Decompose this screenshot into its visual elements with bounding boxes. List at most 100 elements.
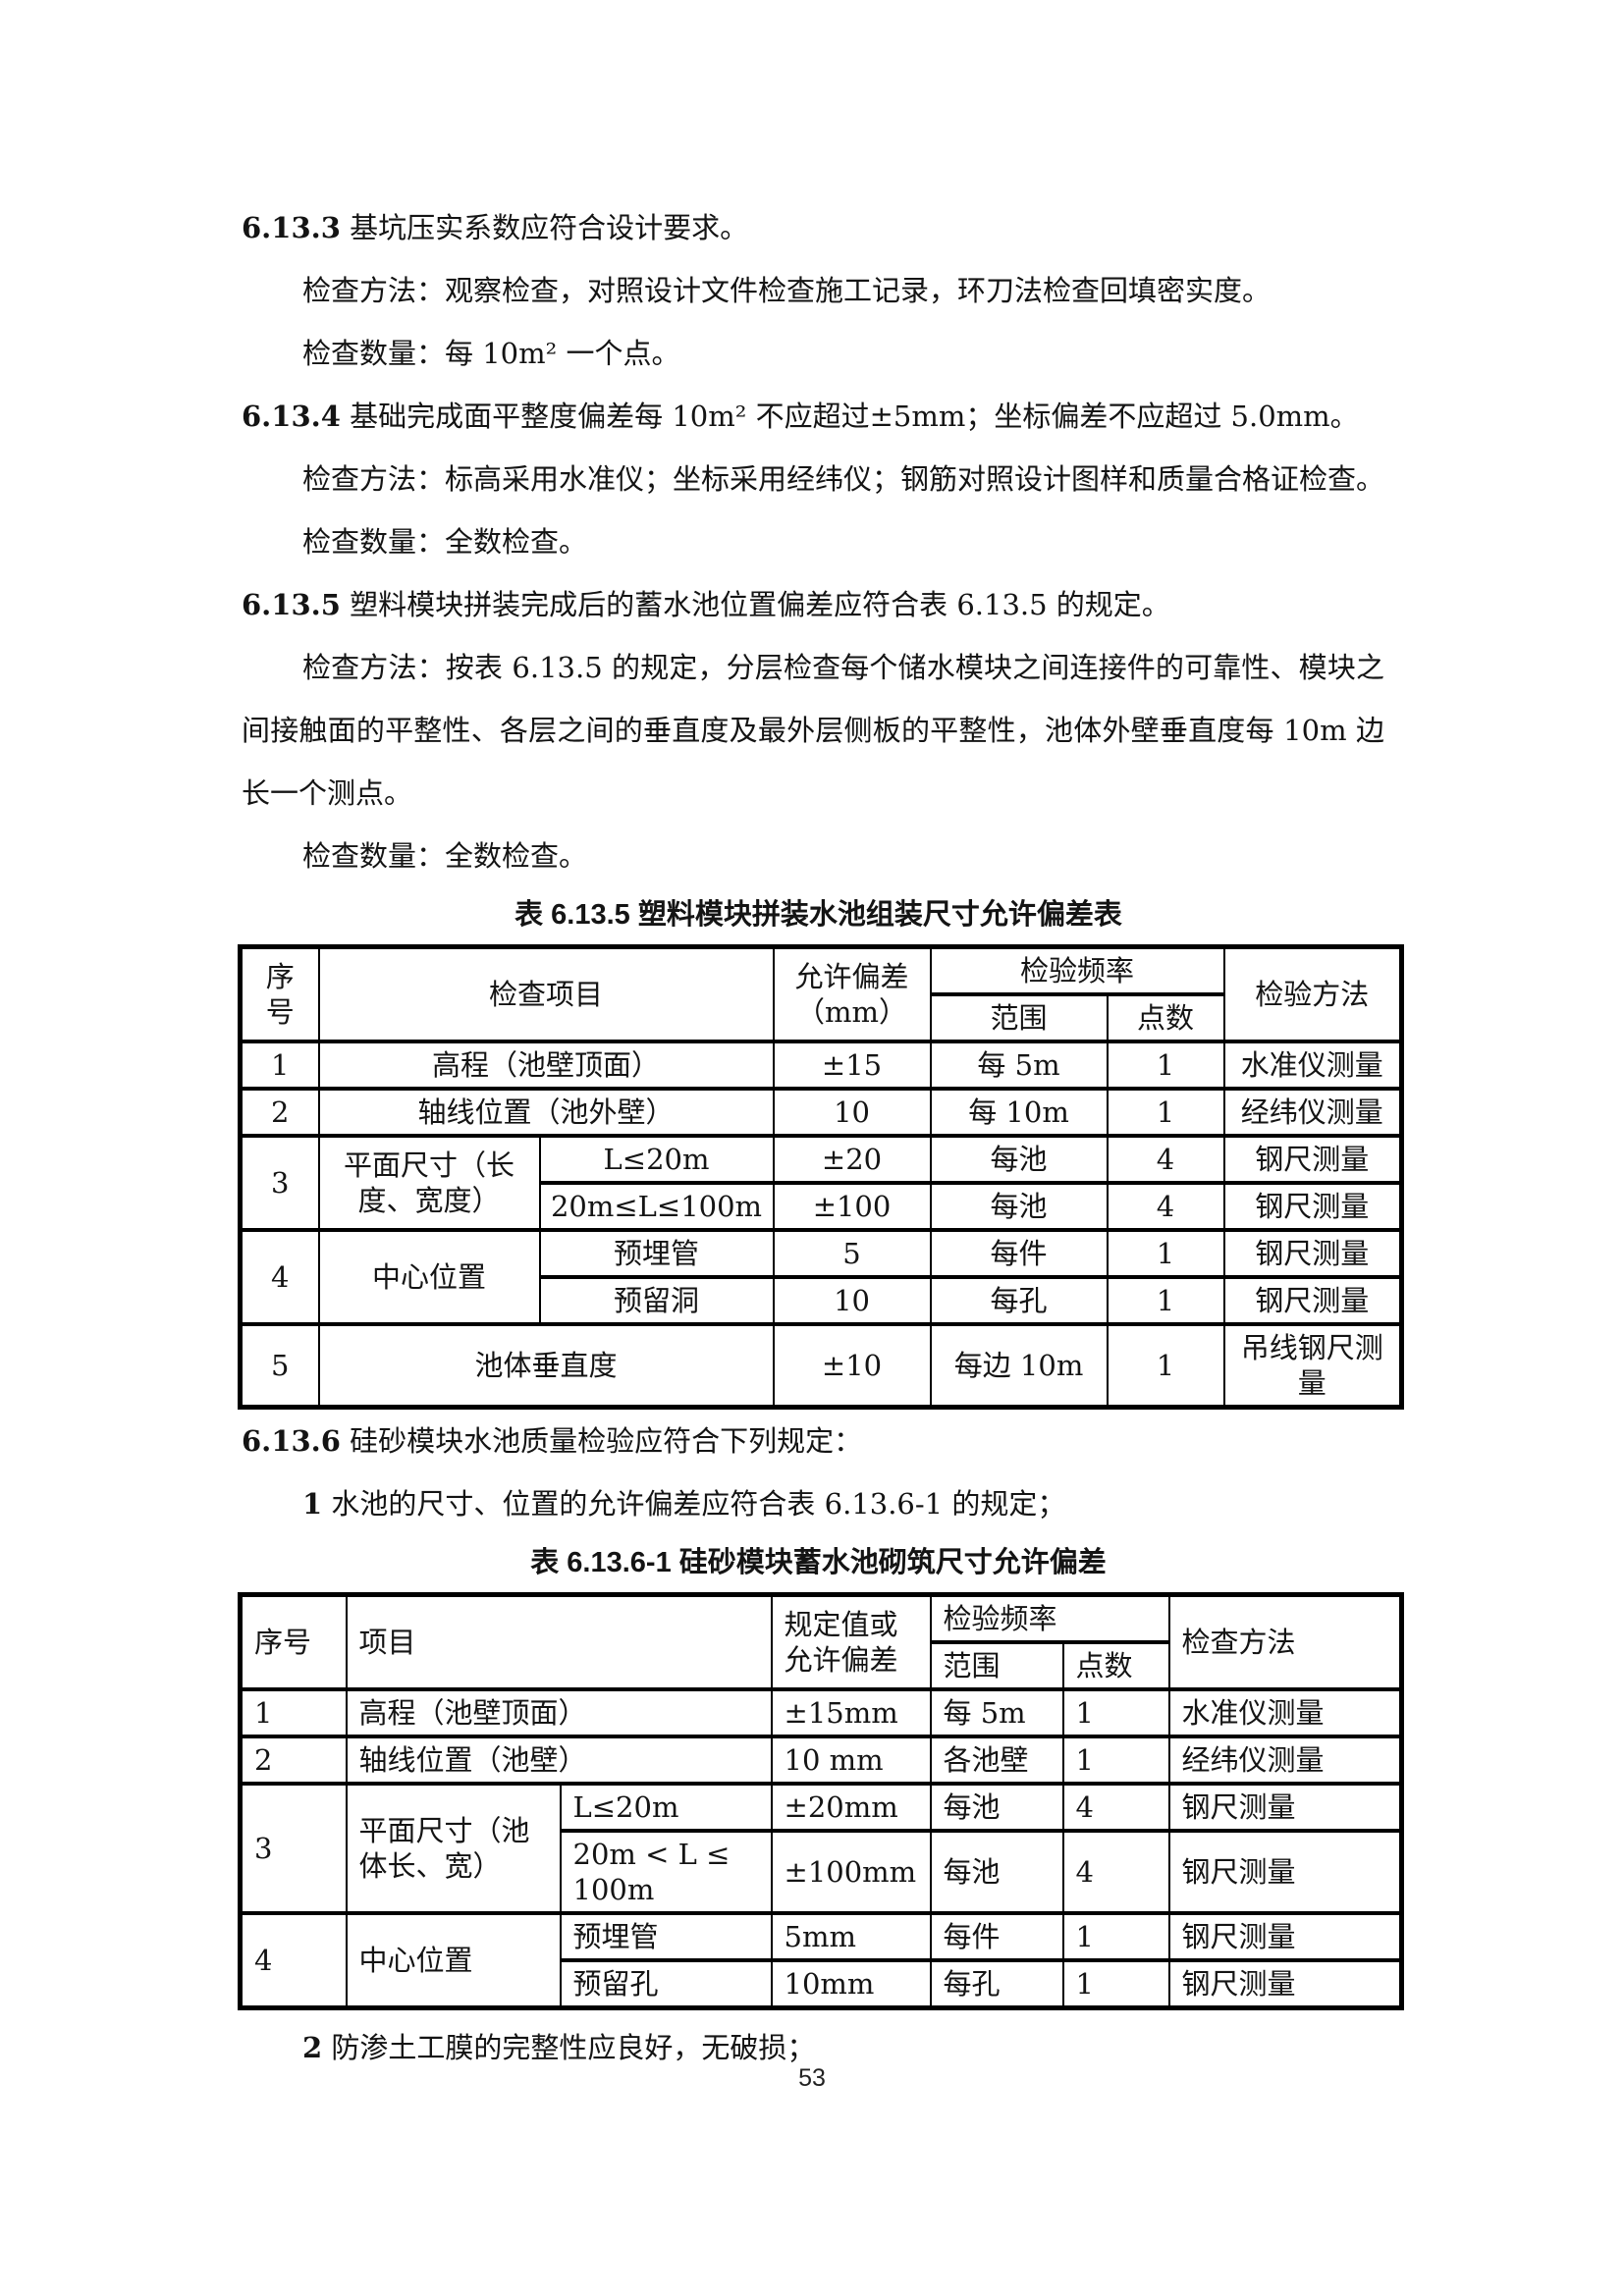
cell-method: 经纬仪测量 xyxy=(1167,1735,1403,1786)
cell-seq: 2 xyxy=(239,1087,320,1138)
header-range: 范围 xyxy=(929,1640,1064,1691)
clause-text: 硅砂模块水池质量检验应符合下列规定： xyxy=(340,1424,863,1458)
cell-subitem: L≤20m xyxy=(538,1134,775,1185)
cell-method: 钢尺测量 xyxy=(1167,1911,1403,1962)
cell-deviation: 10 mm xyxy=(770,1735,932,1786)
cell-method: 水准仪测量 xyxy=(1167,1687,1403,1738)
cell-range: 每边 10m xyxy=(929,1322,1109,1410)
header-inspection-method: 检验方法 xyxy=(1222,944,1403,1043)
cell-item: 轴线位置（池外壁） xyxy=(317,1087,775,1138)
cell-points: 1 xyxy=(1106,1087,1225,1138)
header-seq: 序号 xyxy=(239,1592,348,1691)
cell-method: 钢尺测量 xyxy=(1167,1829,1403,1915)
table-header-row: 序 号 检查项目 允许偏差 （mm） 检验频率 检验方法 xyxy=(239,944,1403,1043)
cell-points: 1 xyxy=(1061,1911,1170,1962)
check-method-paragraph: 检查方法：按表 6.13.5 的规定，分层检查每个储水模块之间连接件的可靠性、模… xyxy=(242,636,1384,825)
table-row: 20m≤L≤100m ±100 每池 4 钢尺测量 xyxy=(241,1181,1403,1232)
item-text: 防渗土工膜的完整性应良好，无破损； xyxy=(322,2031,816,2064)
table-row: 3 平面尺寸（长度、宽度） L≤20m ±20 每池 4 钢尺测量 xyxy=(239,1134,1403,1232)
cell-deviation: 10 xyxy=(772,1087,932,1138)
cell-method: 经纬仪测量 xyxy=(1222,1087,1403,1138)
header-seq: 序 号 xyxy=(239,944,320,1043)
header-points: 点数 xyxy=(1061,1640,1170,1691)
paragraph-text: 检查数量：全数检查。 xyxy=(302,839,588,873)
cell-points: 4 xyxy=(1106,1134,1225,1185)
cell-range: 每孔 xyxy=(929,1958,1064,2010)
clause-6-13-4: 6.13.4 基础完成面平整度偏差每 10m² 不应超过±5mm；坐标偏差不应超… xyxy=(242,385,1384,448)
cell-method: 钢尺测量 xyxy=(1222,1228,1403,1279)
cell-subitem: 20m≤L≤100m xyxy=(538,1181,775,1232)
clause-number: 6.13.4 xyxy=(242,400,341,433)
cell-points: 1 xyxy=(1061,1687,1170,1738)
cell-deviation: ±15mm xyxy=(770,1687,932,1738)
cell-seq: 4 xyxy=(239,1911,348,2010)
cell-points: 1 xyxy=(1106,1275,1225,1326)
table-row: 2 轴线位置（池壁） 10 mm 各池壁 1 经纬仪测量 xyxy=(239,1735,1403,1786)
clause-number: 6.13.3 xyxy=(242,211,341,244)
clause-6-13-5: 6.13.5 塑料模块拼装完成后的蓄水池位置偏差应符合表 6.13.5 的规定。 xyxy=(242,573,1384,636)
cell-range: 每 5m xyxy=(929,1040,1109,1091)
table-row: 20m < L ≤ 100m ±100mm 每池 4 钢尺测量 xyxy=(241,1829,1403,1915)
cell-seq: 1 xyxy=(239,1040,320,1091)
cell-deviation: 10mm xyxy=(770,1958,932,2010)
cell-item: 高程（池壁顶面） xyxy=(317,1040,775,1091)
clause-text: 塑料模块拼装完成后的蓄水池位置偏差应符合表 6.13.5 的规定。 xyxy=(340,588,1170,621)
cell-subitem: 预留孔 xyxy=(559,1958,773,2010)
cell-item: 中心位置 xyxy=(317,1228,541,1326)
cell-seq: 3 xyxy=(239,1782,348,1915)
table-row: 1 高程（池壁顶面） ±15mm 每 5m 1 水准仪测量 xyxy=(239,1687,1403,1738)
cell-seq: 1 xyxy=(239,1687,348,1738)
cell-seq: 3 xyxy=(239,1134,320,1232)
item-2: 2 防渗土工膜的完整性应良好，无破损； xyxy=(242,2016,1384,2079)
table-row: 2 轴线位置（池外壁） 10 每 10m 1 经纬仪测量 xyxy=(239,1087,1403,1138)
item-1: 1 水池的尺寸、位置的允许偏差应符合表 6.13.6-1 的规定； xyxy=(242,1472,1384,1535)
cell-range: 每 10m xyxy=(929,1087,1109,1138)
cell-method: 钢尺测量 xyxy=(1222,1275,1403,1326)
cell-deviation: 5mm xyxy=(770,1911,932,1962)
item-number: 2 xyxy=(302,2031,323,2064)
cell-deviation: ±100 xyxy=(772,1181,932,1232)
item-number: 1 xyxy=(302,1487,323,1521)
table-row: 5 池体垂直度 ±10 每边 10m 1 吊线钢尺测量 xyxy=(239,1322,1403,1410)
item-text: 水池的尺寸、位置的允许偏差应符合表 6.13.6-1 的规定； xyxy=(322,1487,1066,1521)
cell-points: 1 xyxy=(1061,1735,1170,1786)
table-6-13-6-1: 序号 项目 规定值或 允许偏差 检验频率 检查方法 范围 点数 1 高程（池壁顶… xyxy=(238,1592,1405,2010)
cell-deviation: 5 xyxy=(772,1228,932,1279)
header-inspection-method: 检查方法 xyxy=(1167,1592,1403,1691)
clause-number: 6.13.5 xyxy=(242,588,341,621)
cell-deviation: ±15 xyxy=(772,1040,932,1091)
table-row: 4 中心位置 预埋管 5mm 每件 1 钢尺测量 xyxy=(239,1911,1403,2010)
header-points: 点数 xyxy=(1106,992,1225,1043)
cell-points: 1 xyxy=(1106,1322,1225,1410)
cell-subitem: L≤20m xyxy=(559,1782,773,1833)
cell-deviation: ±10 xyxy=(772,1322,932,1410)
table-subheader-row: 范围 点数 xyxy=(241,1640,1402,1691)
header-range: 范围 xyxy=(929,992,1109,1043)
cell-range: 每 5m xyxy=(929,1687,1064,1738)
paragraph-text: 检查方法：按表 6.13.5 的规定，分层检查每个储水模块之间连接件的可靠性、模… xyxy=(242,651,1384,810)
cell-range: 每孔 xyxy=(929,1275,1109,1326)
cell-points: 1 xyxy=(1106,1040,1225,1091)
paragraph-text: 检查方法：观察检查，对照设计文件检查施工记录，环刀法检查回填密实度。 xyxy=(302,274,1272,307)
check-quantity-paragraph: 检查数量：每 10m² 一个点。 xyxy=(242,322,1384,385)
cell-subitem: 20m < L ≤ 100m xyxy=(559,1829,773,1915)
table-row: 3 平面尺寸（池体长、宽） L≤20m ±20mm 每池 4 钢尺测量 xyxy=(239,1782,1403,1915)
table-row: 预留孔 10mm 每孔 1 钢尺测量 xyxy=(241,1958,1403,2010)
cell-range: 每池 xyxy=(929,1134,1109,1185)
check-quantity-paragraph: 检查数量：全数检查。 xyxy=(242,825,1384,887)
cell-deviation: 10 xyxy=(772,1275,932,1326)
cell-subitem: 预埋管 xyxy=(559,1911,773,1962)
cell-deviation: ±100mm xyxy=(770,1829,932,1915)
cell-item: 池体垂直度 xyxy=(317,1322,775,1410)
cell-points: 1 xyxy=(1061,1958,1170,2010)
paragraph-text: 检查方法：标高采用水准仪；坐标采用经纬仪；钢筋对照设计图样和质量合格证检查。 xyxy=(302,462,1385,496)
page-number: 53 xyxy=(798,2064,826,2092)
cell-range: 每池 xyxy=(929,1181,1109,1232)
cell-method: 钢尺测量 xyxy=(1222,1181,1403,1232)
cell-range: 每件 xyxy=(929,1911,1064,1962)
cell-range: 各池壁 xyxy=(929,1735,1064,1786)
check-method-paragraph: 检查方法：标高采用水准仪；坐标采用经纬仪；钢筋对照设计图样和质量合格证检查。 xyxy=(242,448,1384,510)
cell-range: 每件 xyxy=(929,1228,1109,1279)
clause-text: 基础完成面平整度偏差每 10m² 不应超过±5mm；坐标偏差不应超过 5.0mm… xyxy=(340,400,1359,433)
